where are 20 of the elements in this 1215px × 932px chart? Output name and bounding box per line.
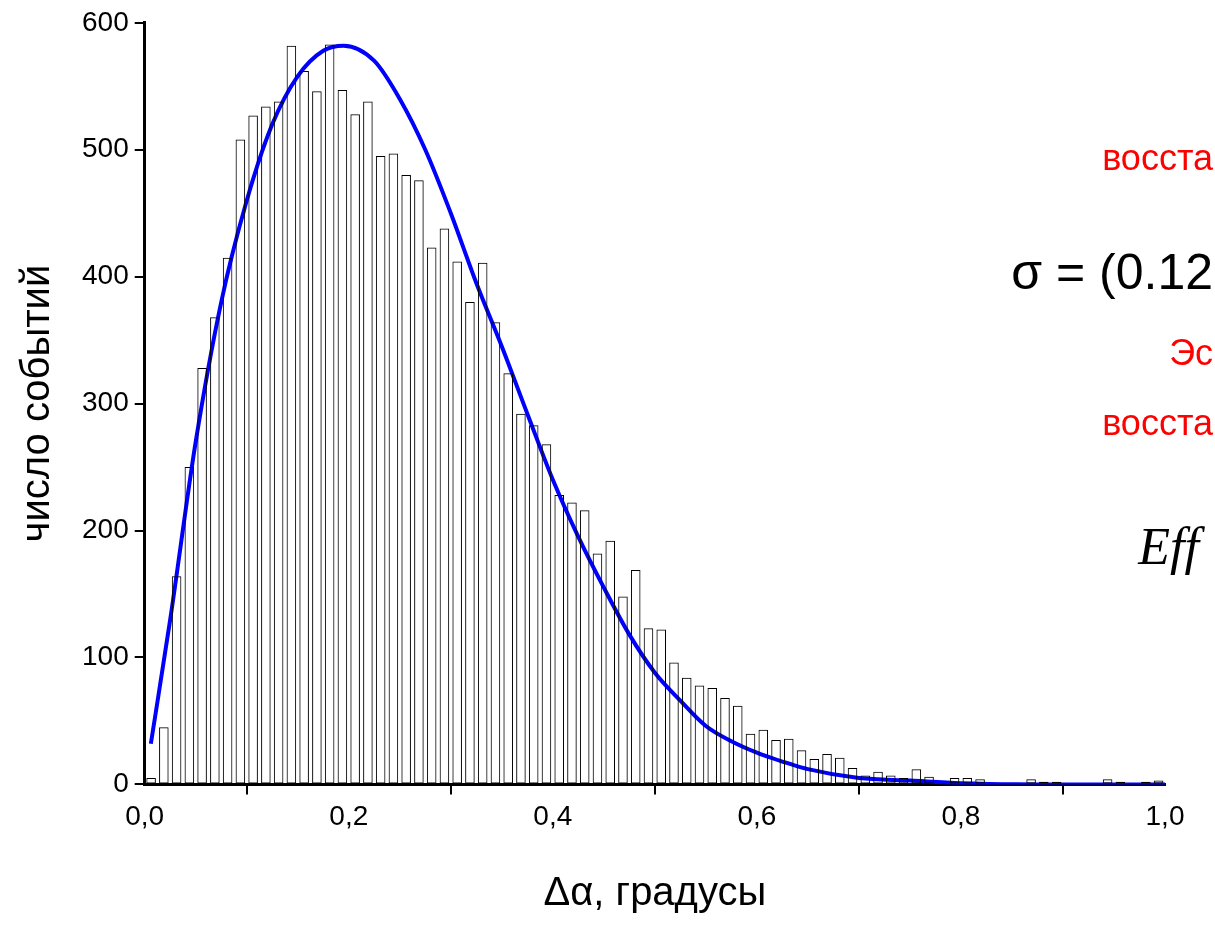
x-tick-label: 0,0 — [125, 799, 165, 831]
annotation: восста — [1102, 401, 1214, 443]
x-tick-label: 0,6 — [737, 799, 777, 831]
y-axis-title: число событий — [13, 264, 58, 543]
annotation: восста — [1102, 136, 1214, 178]
y-tick-label: 200 — [82, 513, 129, 545]
y-tick-label: 400 — [82, 259, 129, 291]
annotation: Eff — [1137, 517, 1206, 575]
x-tick-label: 0,8 — [941, 799, 981, 831]
y-tick-label: 0 — [113, 767, 129, 799]
x-tick-label: 0,4 — [533, 799, 573, 831]
y-tick-label: 300 — [82, 386, 129, 418]
y-tick-label: 600 — [82, 5, 129, 37]
annotation: σ = (0.12 — [1011, 243, 1213, 300]
x-axis-title: Δα, градусы — [543, 869, 767, 914]
x-tick-label: 1,0 — [1145, 799, 1185, 831]
text: Эс — [1169, 331, 1213, 373]
y-tick-label: 500 — [82, 132, 129, 164]
y-tick-label: 100 — [82, 640, 129, 672]
x-tick-label: 0,2 — [329, 799, 369, 831]
